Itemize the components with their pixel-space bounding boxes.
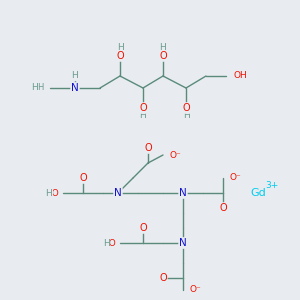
Text: OH: OH <box>233 71 247 80</box>
Text: H: H <box>140 112 146 121</box>
Text: H: H <box>31 83 38 92</box>
Text: O: O <box>159 273 167 283</box>
Text: O: O <box>139 103 147 113</box>
Text: O: O <box>144 143 152 153</box>
Text: N: N <box>71 83 79 93</box>
Text: HO: HO <box>102 238 116 247</box>
Text: O: O <box>159 51 167 61</box>
Text: H: H <box>183 112 189 121</box>
Text: O⁻: O⁻ <box>229 173 241 182</box>
Text: HO: HO <box>45 188 59 197</box>
Text: O: O <box>139 223 147 233</box>
Text: N: N <box>179 238 187 248</box>
Text: H: H <box>37 83 43 92</box>
Text: H: H <box>46 188 52 197</box>
Text: O: O <box>182 103 190 113</box>
Text: 3+: 3+ <box>266 182 279 190</box>
Text: H: H <box>72 71 78 80</box>
Text: O⁻: O⁻ <box>189 286 201 295</box>
Text: H: H <box>103 238 110 247</box>
Text: H: H <box>160 44 167 52</box>
Text: O: O <box>79 173 87 183</box>
Text: N: N <box>179 188 187 198</box>
Text: O⁻: O⁻ <box>169 151 181 160</box>
Text: H: H <box>117 44 123 52</box>
Text: O: O <box>116 51 124 61</box>
Text: N: N <box>114 188 122 198</box>
Text: O: O <box>219 203 227 213</box>
Text: Gd: Gd <box>250 188 266 198</box>
